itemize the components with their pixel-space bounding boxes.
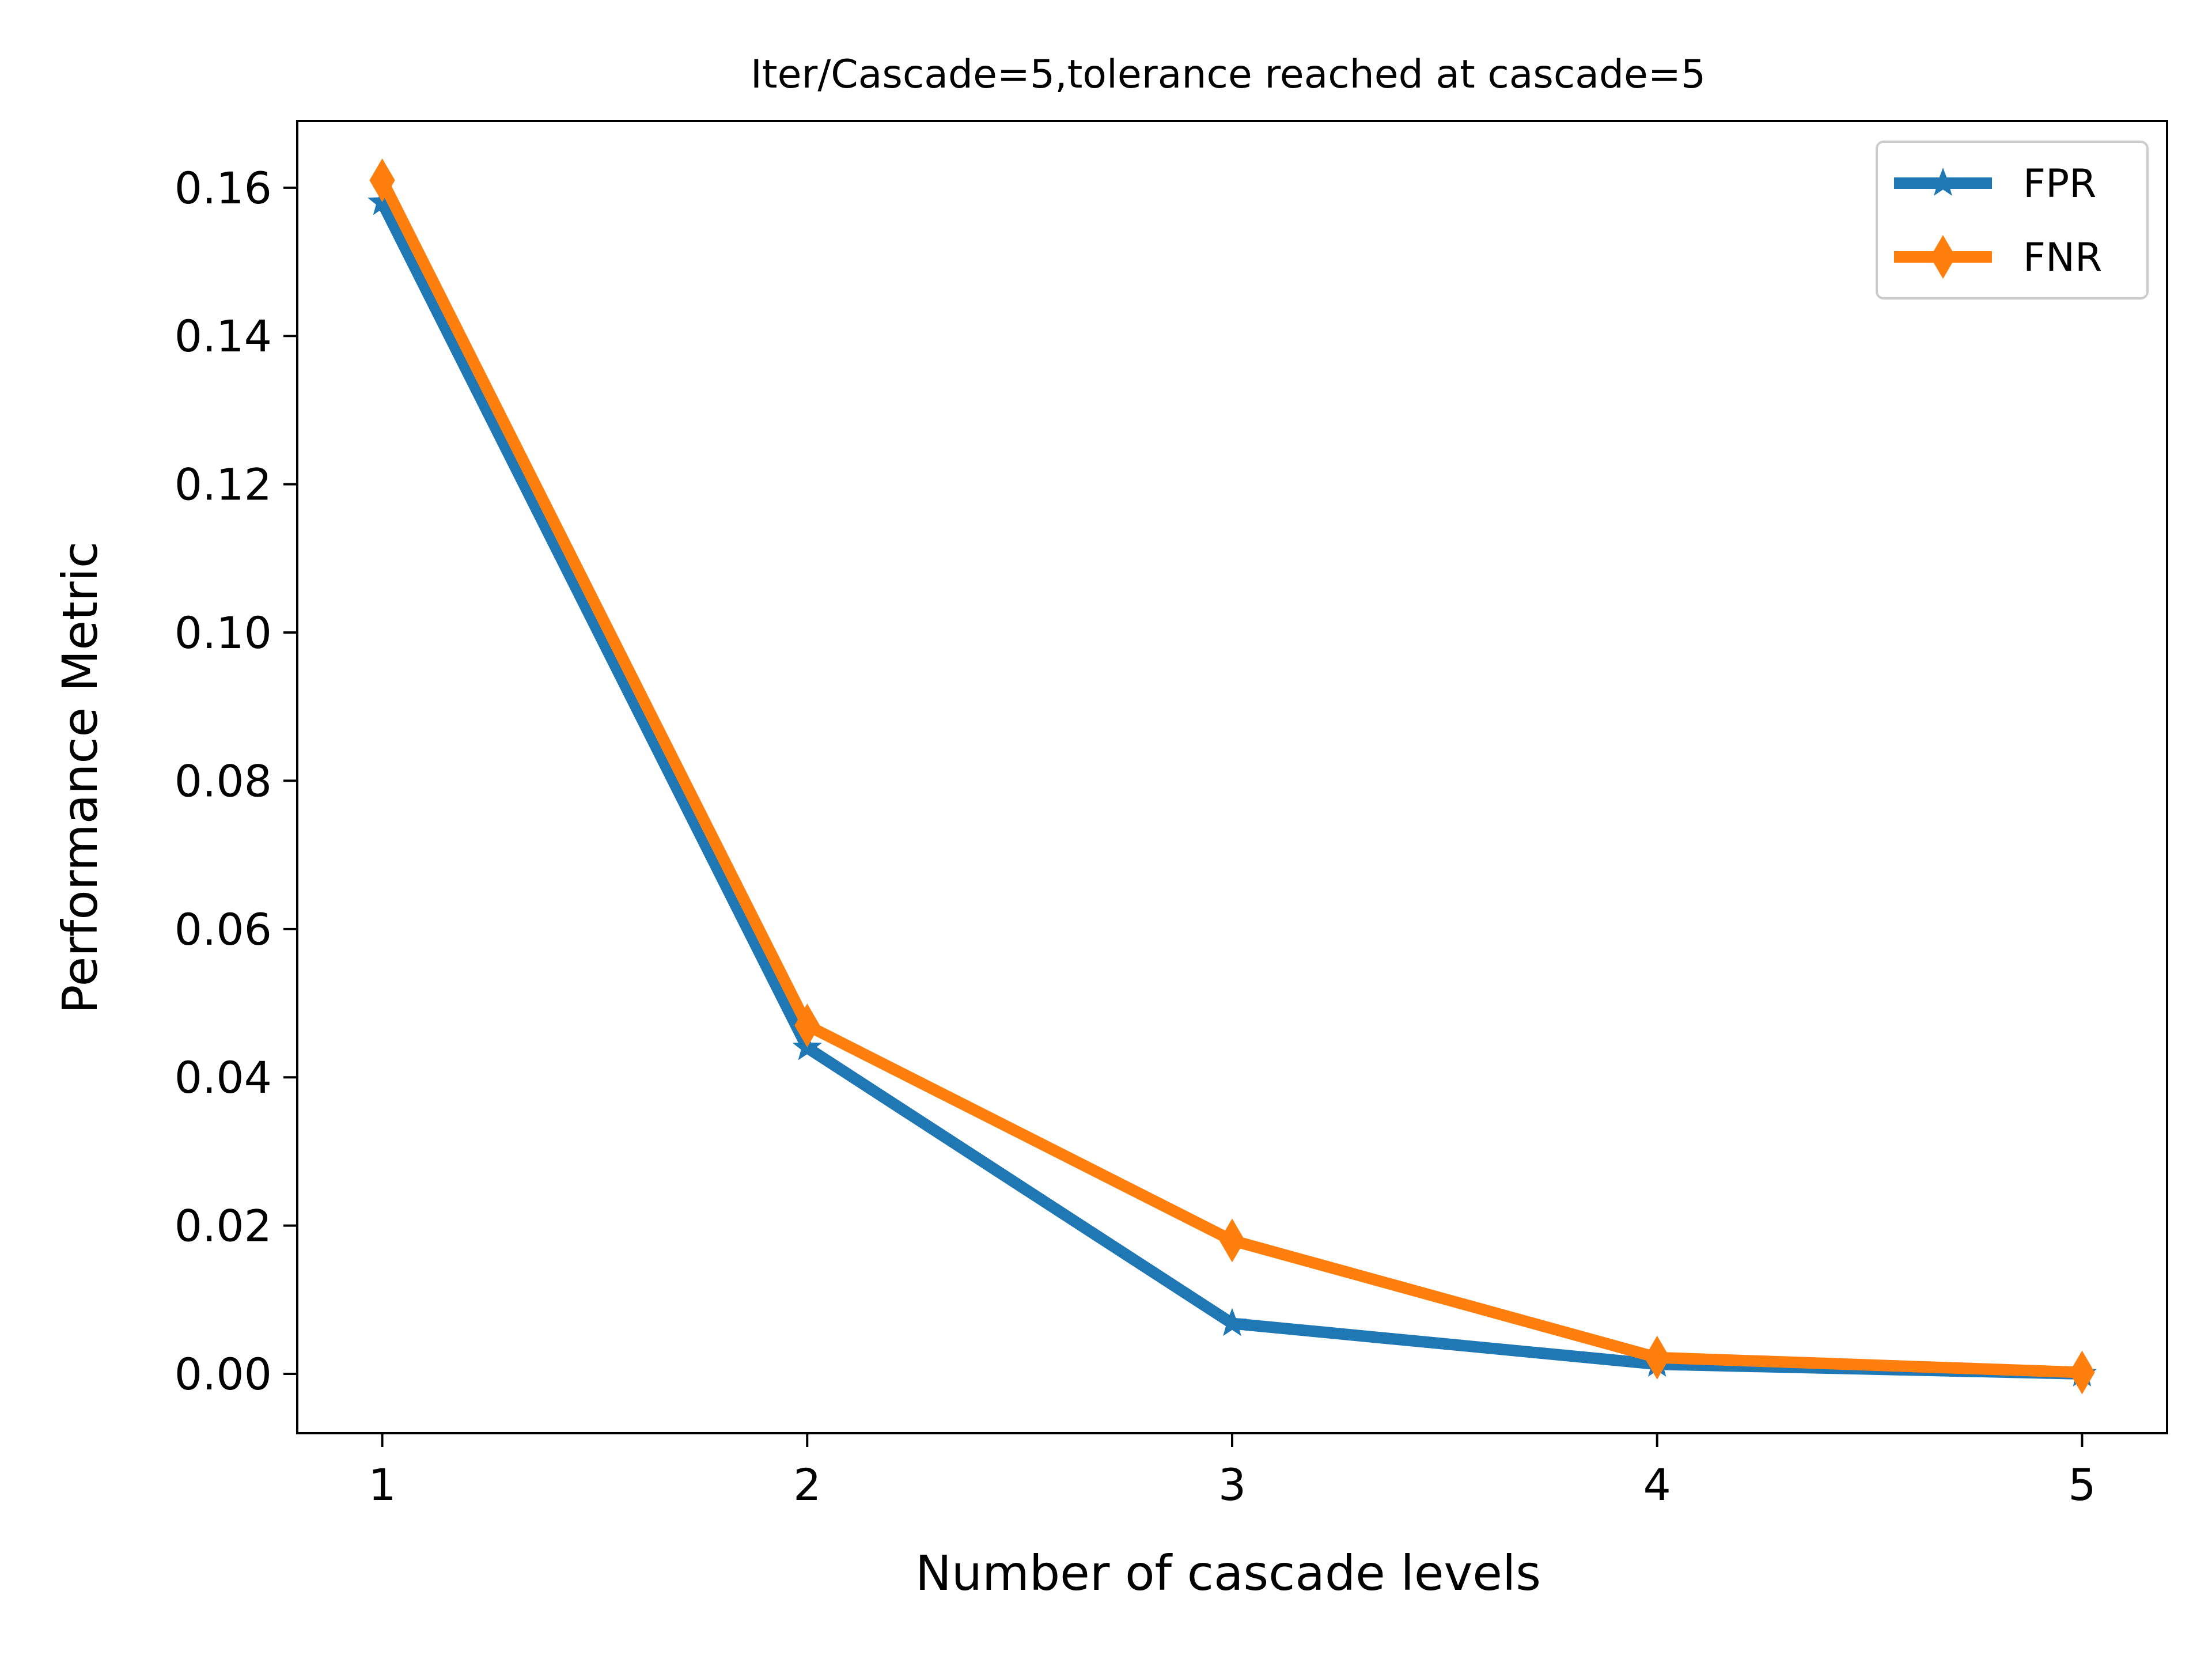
x-axis: 1 2 3 4 5 [368, 1433, 2096, 1510]
data-point-fnr [1219, 1218, 1245, 1263]
y-tick-label: 0.00 [175, 1349, 272, 1400]
y-tick-label: 0.06 [175, 904, 272, 955]
x-tick-label: 1 [368, 1459, 396, 1510]
legend-marker-fnr [1930, 235, 1956, 279]
y-tick-label: 0.08 [175, 755, 272, 806]
x-axis-label: Number of cascade levels [915, 1545, 1541, 1601]
y-tick-label: 0.12 [175, 459, 272, 510]
data-point-fnr [2069, 1350, 2095, 1395]
data-point-fnr [794, 1003, 820, 1048]
x-tick-label: 2 [793, 1459, 821, 1510]
x-tick-label: 5 [2068, 1459, 2096, 1510]
y-tick-label: 0.02 [175, 1200, 272, 1252]
chart-title: Iter/Cascade=5,tolerance reached at casc… [751, 52, 1706, 97]
series-fnr [369, 158, 2095, 1395]
data-point-fnr [1644, 1335, 1670, 1380]
legend-label-fnr: FNR [2023, 235, 2102, 281]
data-point-fpr [1217, 1308, 1247, 1336]
y-axis-label: Performance Metric [52, 541, 108, 1014]
x-tick-label: 3 [1218, 1459, 1246, 1510]
y-tick-label: 0.10 [175, 607, 272, 658]
y-tick-label: 0.16 [175, 162, 272, 214]
x-tick-label: 4 [1643, 1459, 1671, 1510]
data-point-fnr [369, 158, 395, 202]
y-tick-label: 0.14 [175, 310, 272, 362]
legend: FPR FNR [1876, 141, 2149, 300]
y-axis: 0.00 0.02 0.04 0.06 0.08 0.10 0.12 0.14 0.16 [175, 162, 297, 1400]
legend-marker-fpr [1928, 168, 1958, 196]
legend-label-fpr: FPR [2023, 161, 2096, 207]
legend-box [1876, 141, 2149, 300]
y-tick-label: 0.04 [175, 1052, 272, 1103]
plot-area [367, 158, 2097, 1395]
